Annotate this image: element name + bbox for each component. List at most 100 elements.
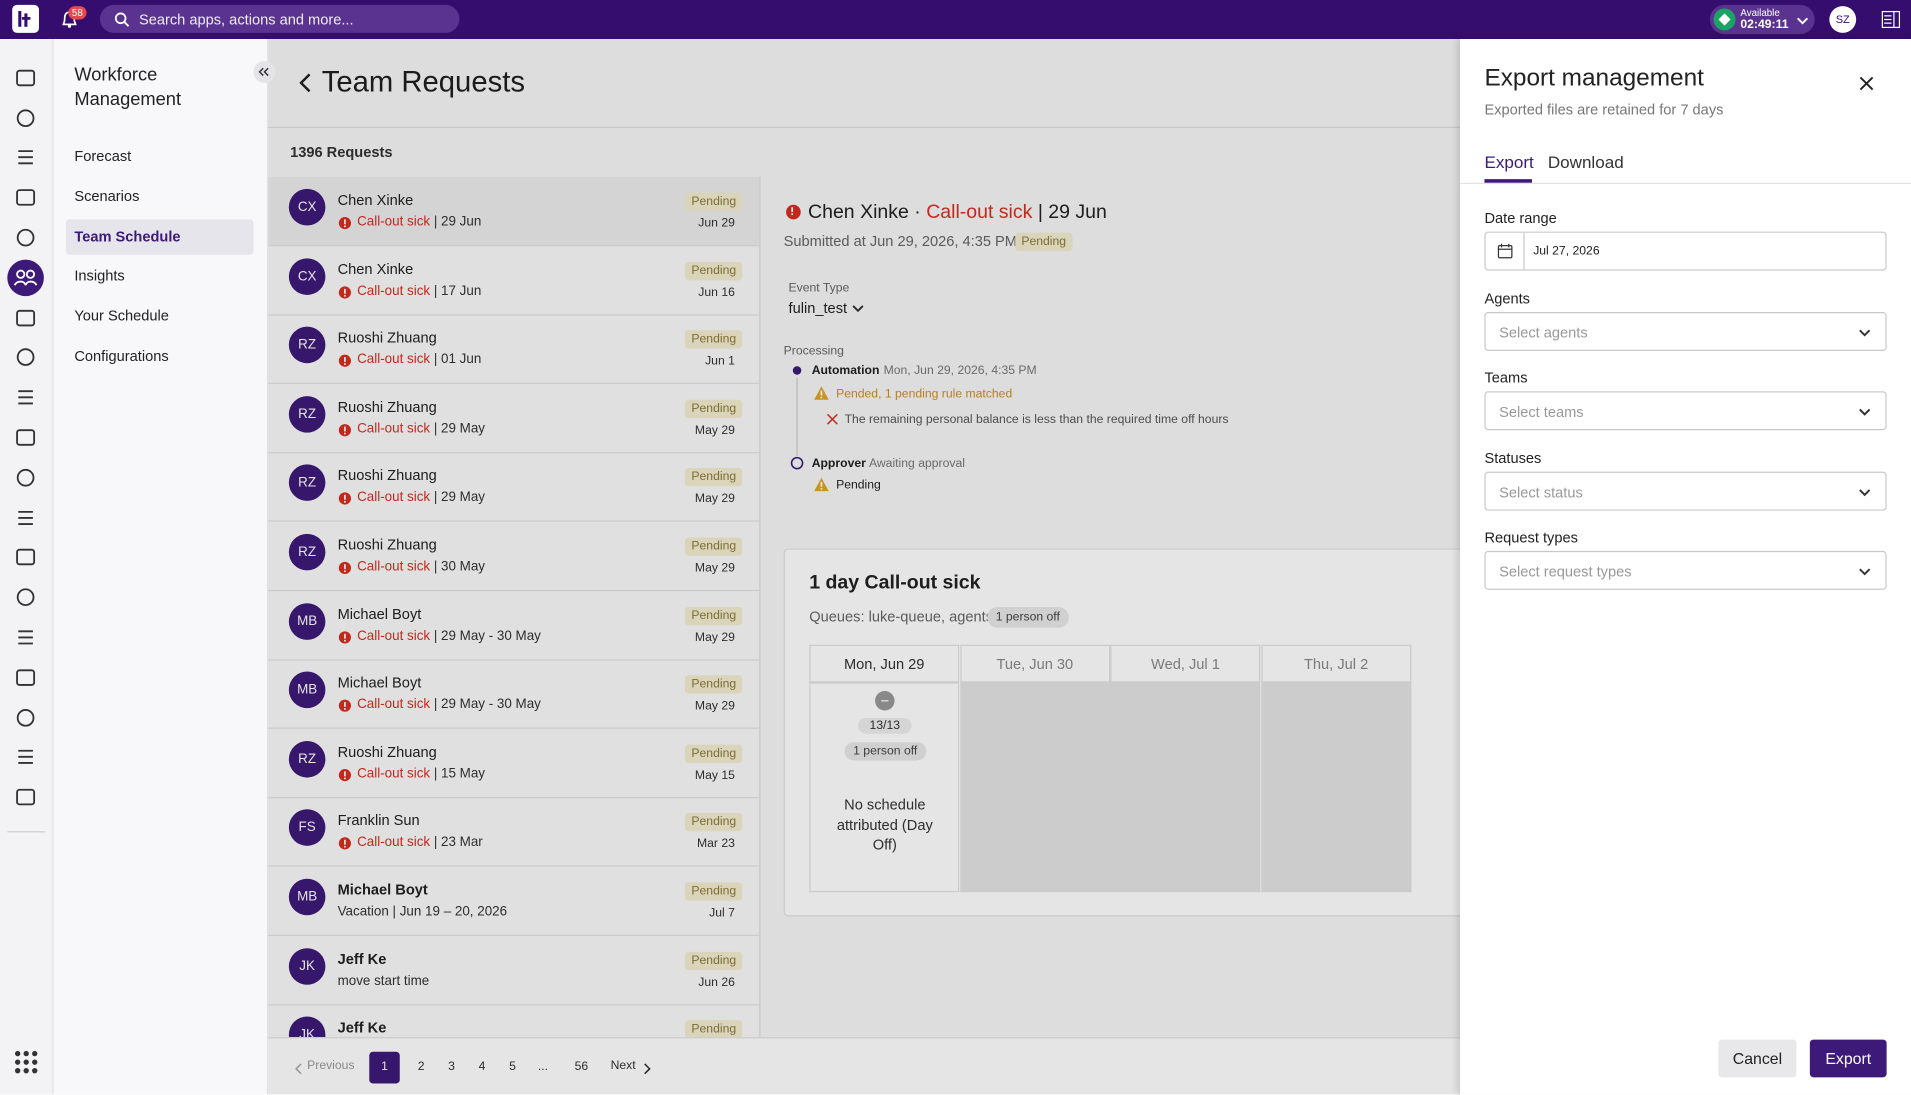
avatar: CX xyxy=(288,257,326,295)
day-cell xyxy=(1110,682,1261,893)
type-text: Call-out sick xyxy=(357,835,431,850)
type-text: Vacation xyxy=(337,904,389,919)
request-row[interactable]: JK Jeff Ke move start time Pending Jun 26 xyxy=(266,936,760,1005)
status-badge: Pending xyxy=(1015,232,1073,252)
dropdown[interactable]: Select request types xyxy=(1484,551,1887,591)
detail-text: | Jun 19 – 20, 2026 xyxy=(392,904,508,919)
request-type: Call-out sick | 30 May xyxy=(357,559,485,574)
nav-item[interactable]: Configurations xyxy=(74,347,169,365)
status-label: Available xyxy=(1740,7,1780,19)
request-date: Jun 26 xyxy=(698,975,735,990)
request-row[interactable]: RZ Ruoshi Zhuang Call-out sick | 29 May Pen… xyxy=(266,453,760,523)
day-header: Wed, Jul 1 xyxy=(1110,644,1261,683)
status-badge: Pending xyxy=(685,261,743,280)
dropdown[interactable]: Select teams xyxy=(1484,391,1887,431)
request-row[interactable]: MB Michael Boyt Call-out sick | 29 May - 3… xyxy=(266,591,760,661)
panel-title: Export management xyxy=(1484,64,1704,92)
avatar: RZ xyxy=(288,533,326,571)
date-input[interactable]: Jul 27, 2026 xyxy=(1484,231,1887,271)
request-row[interactable]: RZ Ruoshi Zhuang Call-out sick | 15 May Pen… xyxy=(266,729,760,799)
status-badge: Pending xyxy=(685,882,743,901)
summary-title: 1 day Call-out sick xyxy=(809,572,981,594)
nav-item[interactable]: Your Schedule xyxy=(74,307,169,325)
page-button[interactable]: 2 xyxy=(417,1060,425,1074)
request-row[interactable]: CX Chen Xinke Call-out sick | 17 Jun Pendin… xyxy=(266,246,760,316)
detail-text: | 01 Jun xyxy=(433,352,482,368)
nav-item[interactable]: Forecast xyxy=(74,147,132,165)
status-badge: Pending xyxy=(685,330,743,349)
page-button[interactable]: ... xyxy=(537,1060,549,1074)
type-text: Call-out sick xyxy=(357,697,431,712)
request-type: Call-out sick | 29 May xyxy=(357,421,485,436)
nav-icon xyxy=(18,630,33,645)
field-label: Request types xyxy=(1484,529,1578,547)
placeholder: Select teams xyxy=(1499,403,1584,421)
request-row[interactable]: MB Michael Boyt Call-out sick | 29 May - 3… xyxy=(266,660,760,730)
detail-type: Call-out sick xyxy=(926,202,1033,224)
request-row[interactable]: FS Franklin Sun Call-out sick | 23 Mar Pend… xyxy=(266,798,760,868)
request-row[interactable]: RZ Ruoshi Zhuang Call-out sick | 30 May Pen… xyxy=(266,522,760,592)
detail-text: | 29 Jun xyxy=(433,214,482,230)
nav-item[interactable]: Insights xyxy=(74,267,125,285)
status-badge: Pending xyxy=(685,744,743,763)
status-badge: Pending xyxy=(685,537,743,556)
event-type[interactable]: fulin_test xyxy=(788,299,848,317)
request-row[interactable]: RZ Ruoshi Zhuang Call-out sick | 01 Jun Pen… xyxy=(266,315,760,385)
request-list: CX Chen Xinke Call-out sick | 29 Jun Pendin… xyxy=(266,176,761,1038)
type-text: Call-out sick xyxy=(357,766,431,781)
field-label: Statuses xyxy=(1484,449,1542,467)
page-button[interactable]: 5 xyxy=(509,1060,516,1074)
page-button[interactable]: 4 xyxy=(478,1060,486,1074)
placeholder: Select agents xyxy=(1499,323,1588,341)
panel-subtitle: Exported files are retained for 7 days xyxy=(1484,101,1724,119)
logo xyxy=(12,4,39,33)
page-button[interactable]: 1 xyxy=(369,1051,400,1084)
requester-name: Michael Boyt xyxy=(337,674,422,692)
request-date: Jul 7 xyxy=(709,906,735,921)
field-label: Agents xyxy=(1484,289,1530,307)
request-date: May 29 xyxy=(694,699,735,714)
dropdown[interactable]: Select agents xyxy=(1484,311,1887,351)
status-pill[interactable]: Available 02:49:11 xyxy=(1709,4,1815,35)
nav-item[interactable]: Team Schedule xyxy=(74,227,181,245)
nav-icon xyxy=(16,109,35,128)
notification-badge[interactable]: 58 xyxy=(68,6,87,20)
avatar: RZ xyxy=(288,740,326,778)
detail-text: | 29 May - 30 May xyxy=(433,697,541,712)
summary-queues: Queues: luke-queue, agents xyxy=(809,608,994,626)
page-button[interactable]: 3 xyxy=(448,1060,455,1074)
detail-date: | 29 Jun xyxy=(1037,202,1107,224)
request-row[interactable]: MB Michael Boyt Vacation | Jun 19 – 20, 20… xyxy=(266,867,760,936)
next-button[interactable]: Next xyxy=(610,1059,636,1073)
step-time: Mon, Jun 29, 2026, 4:35 PM xyxy=(883,364,1037,378)
previous-button[interactable]: Previous xyxy=(307,1059,355,1073)
requester-name: Ruoshi Zhuang xyxy=(337,536,437,554)
user-avatar[interactable]: SZ xyxy=(1829,6,1857,33)
status-icon xyxy=(1713,8,1736,31)
cancel-button[interactable]: Cancel xyxy=(1718,1039,1797,1078)
request-type: Call-out sick | 15 May xyxy=(357,766,485,781)
avatar: RZ xyxy=(288,464,326,502)
alert-icon xyxy=(338,630,351,644)
requester-name: Michael Boyt xyxy=(337,881,428,899)
status-timer: 02:49:11 xyxy=(1740,18,1789,32)
close-button[interactable] xyxy=(1859,76,1874,91)
search-box[interactable]: Search apps, actions and more... xyxy=(99,4,460,33)
detail-name: Chen Xinke xyxy=(808,202,909,224)
alert-icon xyxy=(338,561,351,575)
tab[interactable]: Export xyxy=(1484,152,1534,172)
nav-icon xyxy=(16,669,36,686)
export-button[interactable]: Export xyxy=(1809,1039,1887,1078)
tab[interactable]: Download xyxy=(1547,152,1624,172)
requester-name: Chen Xinke xyxy=(337,260,414,278)
requester-name: Franklin Sun xyxy=(337,812,420,830)
nav-item[interactable]: Scenarios xyxy=(74,187,140,205)
request-type: Call-out sick | 01 Jun xyxy=(357,352,481,367)
request-row[interactable]: CX Chen Xinke Call-out sick | 29 Jun Pendin… xyxy=(266,176,760,247)
status-badge: Pending xyxy=(685,606,743,625)
request-row[interactable]: RZ Ruoshi Zhuang Call-out sick | 29 May Pen… xyxy=(266,384,760,454)
request-row[interactable]: JK Jeff Ke Pending xyxy=(267,1004,759,1038)
page-button[interactable]: 56 xyxy=(574,1060,589,1074)
dropdown[interactable]: Select status xyxy=(1484,471,1887,511)
status-badge: Pending xyxy=(685,675,743,694)
